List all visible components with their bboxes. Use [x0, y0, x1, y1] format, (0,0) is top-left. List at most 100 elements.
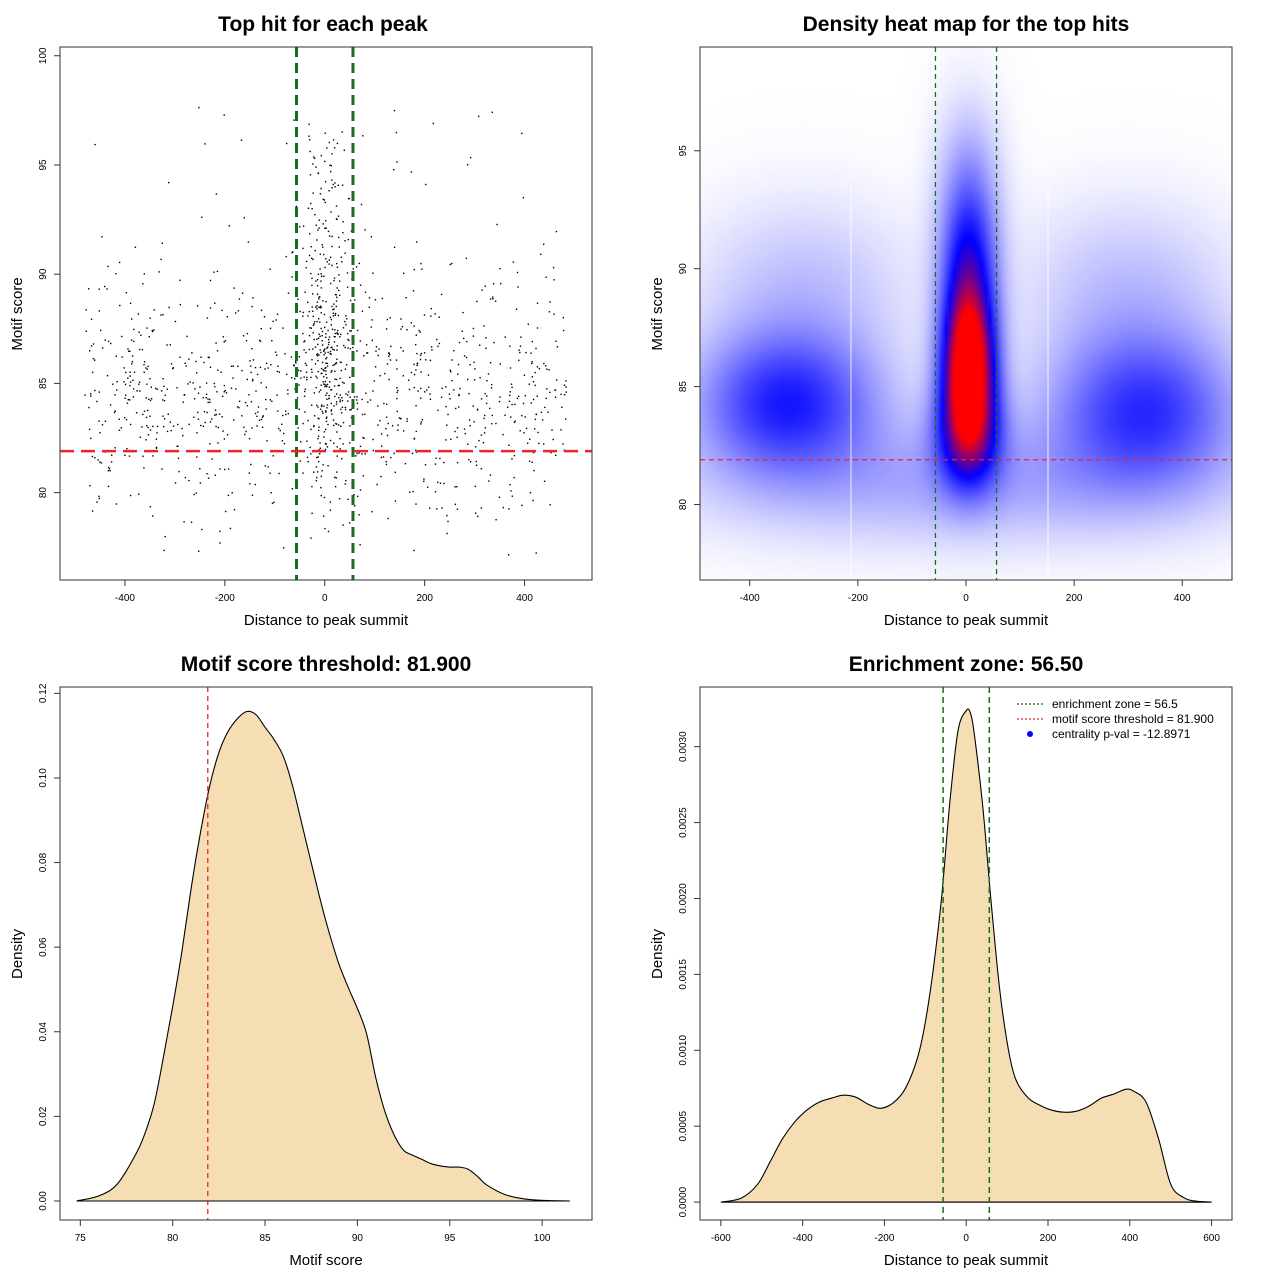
scatter-point: [304, 340, 306, 342]
scatter-point: [534, 371, 536, 374]
scatter-point: [356, 396, 358, 398]
scatter-point: [260, 382, 262, 384]
scatter-point: [317, 406, 319, 408]
scatter-point: [415, 449, 417, 451]
heatmap-x-tick-label: 400: [1174, 593, 1191, 604]
scatter-point: [318, 354, 320, 356]
scatter-point: [424, 464, 427, 466]
scatter-point: [209, 401, 211, 403]
scatter-point: [156, 388, 158, 390]
scatter-point: [406, 418, 408, 420]
scatter-point: [349, 522, 351, 524]
scatter-point: [544, 406, 546, 409]
scatter-point: [89, 350, 91, 352]
scatter-point: [536, 395, 538, 397]
scatter-point: [356, 399, 358, 401]
scatter-point: [206, 317, 209, 319]
scatter-point: [311, 284, 313, 287]
scatter-point: [138, 383, 140, 385]
scatter-point: [316, 293, 319, 295]
scatter-point: [198, 550, 200, 552]
scatter-x-tick-label: 0: [322, 593, 328, 604]
scatter-point: [88, 288, 90, 290]
scatter-point: [325, 300, 327, 303]
scatter-point: [332, 348, 334, 350]
scatter-point: [396, 368, 398, 370]
scatter-point: [251, 494, 254, 496]
scatter-point: [316, 279, 319, 281]
scatter-point: [523, 374, 526, 376]
scatter-point: [300, 370, 302, 372]
scatter-point: [267, 367, 269, 369]
scatter-point: [251, 380, 254, 382]
scatter-point: [420, 352, 423, 355]
scatter-point: [303, 395, 306, 397]
scatter-point: [90, 437, 92, 439]
scatter-point: [317, 273, 320, 275]
scatter-point: [124, 454, 126, 456]
scatter-point: [343, 344, 345, 347]
score-density-area: [76, 710, 570, 1202]
scatter-point: [415, 430, 417, 433]
scatter-point: [359, 544, 361, 546]
scatter-point: [317, 461, 320, 463]
scatter-point: [366, 352, 369, 354]
scatter-point: [561, 406, 563, 408]
scatter-point: [353, 396, 356, 398]
scatter-point: [223, 341, 225, 343]
scatter-point: [484, 414, 486, 417]
scatter-point: [269, 327, 272, 329]
scatter-point: [196, 305, 199, 307]
scatter-point: [189, 381, 191, 383]
scatter-point: [292, 251, 294, 253]
scatter-point: [91, 510, 94, 512]
scatter-point: [214, 474, 216, 476]
scatter-point: [285, 255, 287, 258]
scatter-point: [512, 261, 515, 263]
scatter-point: [363, 437, 365, 440]
score-density-x-label: Motif score: [289, 1252, 362, 1269]
scatter-point: [139, 390, 141, 392]
scatter-point: [337, 215, 340, 217]
scatter-point: [495, 422, 497, 425]
score-density-y-tick-label: 0.02: [38, 1106, 49, 1126]
scatter-point: [192, 382, 194, 384]
scatter-point: [215, 193, 218, 195]
scatter-point: [429, 398, 432, 400]
scatter-point: [85, 309, 87, 311]
scatter-point: [101, 347, 104, 349]
scatter-point: [313, 156, 315, 158]
scatter-point: [519, 351, 521, 354]
scatter-point: [331, 346, 333, 348]
scatter-point: [308, 334, 311, 337]
scatter-point: [110, 342, 112, 345]
scatter-point: [509, 483, 511, 486]
scatter-point: [223, 384, 226, 387]
scatter-point: [364, 413, 366, 415]
scatter-point: [336, 345, 338, 347]
scatter-point: [331, 264, 333, 267]
scatter-point: [302, 422, 304, 425]
panel-heatmap: Density heat map for the top hits -400 -2…: [649, 13, 1233, 629]
scatter-point: [397, 389, 399, 392]
scatter-point: [426, 389, 428, 391]
scatter-point: [319, 305, 322, 307]
scatter-point: [321, 340, 323, 342]
scatter-point: [509, 367, 512, 369]
scatter-point: [349, 409, 351, 411]
scatter-point: [336, 431, 338, 433]
scatter-point: [101, 424, 104, 426]
scatter-point: [336, 287, 338, 289]
scatter-point: [164, 394, 166, 396]
scatter-point: [286, 373, 288, 375]
scatter-point: [273, 501, 275, 503]
scatter-point: [199, 468, 201, 470]
scatter-y-axis: 80 85 90 95 100: [38, 47, 60, 498]
scatter-point: [371, 319, 373, 321]
scatter-point: [222, 430, 224, 432]
scatter-point: [278, 371, 280, 373]
scatter-point: [187, 383, 189, 385]
scatter-point: [370, 326, 372, 328]
scatter-point: [448, 393, 451, 395]
scatter-point: [358, 262, 360, 265]
